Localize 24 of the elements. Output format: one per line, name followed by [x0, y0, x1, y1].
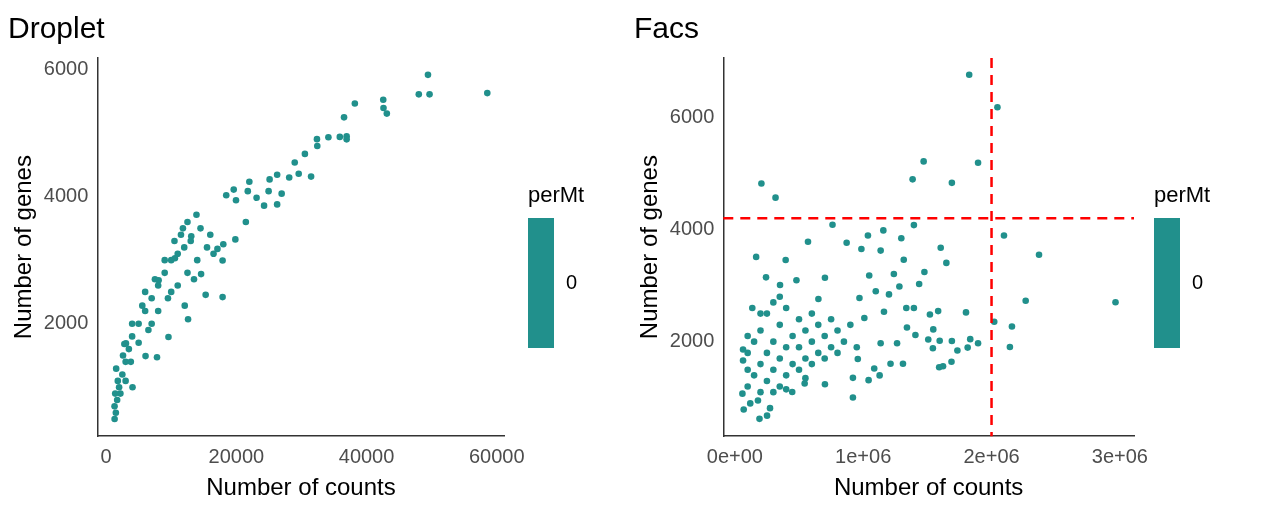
legend-title: perMt: [1154, 181, 1212, 208]
x-tick-label: 2e+06: [963, 444, 1020, 467]
text: 0: [1192, 271, 1204, 294]
y-tick-label: 4000: [669, 216, 715, 239]
chart-title: Facs: [634, 11, 700, 45]
x-tick-label: 40000: [338, 444, 395, 467]
chart-title: Droplet: [8, 11, 106, 45]
x-axis-title: Number of counts: [206, 473, 396, 501]
y-axis-title: Number of genes: [635, 155, 663, 340]
x-tick-label: 0e+00: [706, 444, 763, 467]
x-tick-label: 3e+06: [1091, 444, 1148, 467]
x-tick-label: 60000: [469, 444, 525, 467]
y-tick-label: 2000: [43, 311, 89, 334]
y-tick-label: 4000: [43, 184, 89, 207]
x-tick-label: 1e+06: [835, 444, 892, 467]
legend-title: perMt: [528, 181, 586, 208]
y-axis-title: Number of genes: [9, 155, 37, 340]
y-tick-label: 6000: [43, 56, 89, 79]
x-tick-label: 0: [100, 444, 112, 467]
x-tick-label: 20000: [208, 444, 265, 467]
y-tick-label: 2000: [669, 329, 715, 352]
text: 0: [566, 271, 578, 294]
x-axis-title: Number of counts: [833, 473, 1024, 501]
y-tick-label: 6000: [669, 104, 715, 127]
